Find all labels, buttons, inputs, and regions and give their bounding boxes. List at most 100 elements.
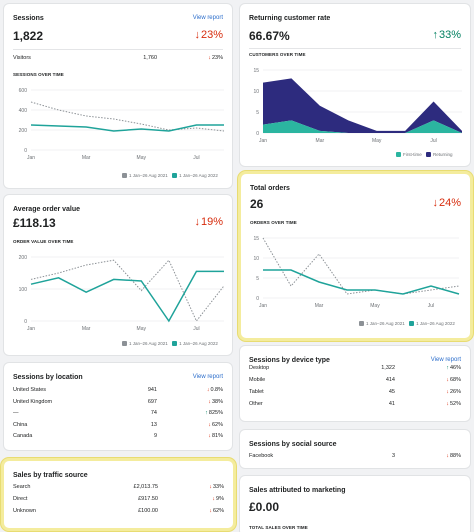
row-value: 41 bbox=[388, 401, 395, 407]
series-line bbox=[263, 269, 460, 295]
row-value: 45 bbox=[388, 389, 395, 395]
legend-label: First-time bbox=[403, 152, 422, 157]
row-label: — bbox=[13, 410, 19, 416]
chart-subtitle: SESSIONS OVER TIME bbox=[13, 72, 64, 77]
change-value: 62% bbox=[212, 508, 224, 514]
returning-rate-card: Returning customer rate 66.67% ↑33% CUST… bbox=[240, 4, 470, 166]
list-item: Direct £917.50 ↓9% bbox=[13, 494, 224, 505]
x-tick-label: Mar bbox=[82, 155, 91, 161]
x-tick-label: Mar bbox=[315, 303, 324, 309]
row-label: Canada bbox=[13, 433, 33, 439]
change-value: 825% bbox=[208, 410, 223, 416]
delta-value: 19% bbox=[200, 216, 223, 228]
row-value: 9 bbox=[153, 433, 157, 439]
sessions-by-social-card: Sessions by social source Facebook 3 ↓88% bbox=[240, 430, 470, 468]
row-label: United States bbox=[13, 387, 47, 393]
chart-subtitle: CUSTOMERS OVER TIME bbox=[249, 52, 306, 57]
metric-value: 66.67% bbox=[249, 29, 290, 43]
metric-delta: ↓23% bbox=[194, 29, 223, 41]
sessions-card: Sessions View report 1,822 ↓23% Visitors… bbox=[4, 4, 232, 188]
legend-swatch bbox=[359, 321, 364, 327]
change-value: 38% bbox=[211, 398, 223, 405]
card-title: Sales attributed to marketing bbox=[249, 487, 346, 494]
divider bbox=[13, 49, 223, 50]
row-value: 3 bbox=[391, 453, 395, 459]
metric-value: 1,822 bbox=[13, 29, 44, 43]
row-change: ↓23% bbox=[208, 55, 223, 61]
legend-label: 1 Jan–26 Aug 2022 bbox=[179, 173, 218, 178]
arrow-down-icon: ↓ bbox=[206, 387, 210, 393]
row-value: 1,760 bbox=[143, 55, 157, 61]
list-item: Canada 9 ↓81% bbox=[13, 431, 223, 442]
row-value: 74 bbox=[150, 410, 157, 416]
row-change: ↑825% bbox=[205, 410, 223, 416]
y-tick-label: 0 bbox=[24, 319, 27, 325]
arrow-down-icon: ↓ bbox=[194, 216, 200, 228]
row-label: Unknown bbox=[13, 508, 36, 514]
arrow-down-icon: ↓ bbox=[208, 421, 211, 428]
list-item: United States 941 ↓0.8% bbox=[13, 385, 223, 396]
change-value: 68% bbox=[449, 377, 461, 383]
row-value: 13 bbox=[150, 421, 157, 428]
y-tick-label: 0 bbox=[256, 296, 259, 302]
row-change: ↓62% bbox=[209, 508, 224, 514]
y-tick-label: 200 bbox=[19, 255, 28, 261]
y-tick-label: 400 bbox=[19, 108, 28, 114]
arrow-up-icon: ↑ bbox=[205, 410, 208, 416]
arrow-up-icon: ↑ bbox=[432, 29, 438, 41]
y-tick-label: 5 bbox=[256, 110, 259, 116]
legend-label: 1 Jan–26 Aug 2021 bbox=[129, 341, 168, 346]
x-tick-label: Jul bbox=[430, 138, 436, 144]
view-report-link[interactable]: View report bbox=[430, 357, 461, 363]
customers-area-chart: 0 5 10 15 Jan Mar May Jul bbox=[253, 68, 462, 144]
row-change: ↓9% bbox=[212, 496, 224, 502]
sales-by-traffic-card: Sales by traffic source Search £2,013.75 ↓… bbox=[4, 461, 233, 528]
row-value: 414 bbox=[385, 377, 395, 383]
y-tick-label: 0 bbox=[256, 131, 259, 137]
metric-value: 26 bbox=[250, 197, 264, 211]
list-item: — 74 ↑825% bbox=[13, 408, 223, 419]
y-tick-label: 15 bbox=[253, 236, 259, 242]
metric-value: £0.00 bbox=[249, 500, 280, 514]
y-tick-label: 10 bbox=[253, 89, 259, 95]
row-label: United Kingdom bbox=[13, 398, 53, 405]
chart-subtitle: TOTAL SALES OVER TIME bbox=[249, 525, 308, 530]
y-tick-label: 600 bbox=[19, 88, 28, 94]
arrow-up-icon: ↑ bbox=[446, 365, 449, 371]
series-line bbox=[30, 124, 224, 132]
delta-value: 24% bbox=[438, 197, 461, 209]
legend-swatch bbox=[122, 341, 127, 347]
y-tick-label: 0 bbox=[24, 148, 27, 154]
sales-attributed-marketing-card: Sales attributed to marketing £0.00 TOTA… bbox=[240, 476, 470, 532]
view-report-link[interactable]: View report bbox=[192, 15, 223, 21]
x-tick-label: Jul bbox=[193, 326, 199, 332]
change-value: 81% bbox=[211, 433, 223, 439]
row-label: Facebook bbox=[249, 453, 274, 459]
row-change: ↓88% bbox=[446, 453, 461, 459]
list-item: Other 41 ↓52% bbox=[249, 399, 461, 410]
change-value: 88% bbox=[449, 453, 461, 459]
legend-swatch bbox=[172, 173, 178, 179]
change-value: 9% bbox=[216, 496, 224, 502]
view-report-link[interactable]: View report bbox=[192, 374, 223, 380]
divider bbox=[249, 48, 461, 49]
x-tick-label: Mar bbox=[316, 138, 325, 144]
legend-label: 1 Jan–26 Aug 2021 bbox=[129, 173, 168, 178]
arrow-down-icon: ↓ bbox=[209, 484, 212, 490]
row-value: £2,013.75 bbox=[133, 484, 158, 490]
legend-label: 1 Jan–26 Aug 2021 bbox=[366, 321, 405, 326]
row-label: Desktop bbox=[249, 365, 270, 371]
x-tick-label: May bbox=[372, 138, 382, 144]
series-area-returning bbox=[263, 78, 462, 133]
legend-label: Returning bbox=[433, 152, 453, 157]
legend-label: 1 Jan–26 Aug 2022 bbox=[179, 341, 218, 346]
change-value: 62% bbox=[211, 421, 223, 428]
y-tick-label: 5 bbox=[256, 276, 259, 282]
change-value: 33% bbox=[212, 484, 224, 490]
x-tick-label: Jan bbox=[259, 138, 267, 144]
row-value: £100.00 bbox=[138, 508, 158, 514]
row-value: 1,322 bbox=[381, 365, 395, 371]
arrow-down-icon: ↓ bbox=[446, 389, 449, 395]
card-title: Average order value bbox=[13, 206, 81, 213]
change-value: 52% bbox=[449, 401, 461, 407]
